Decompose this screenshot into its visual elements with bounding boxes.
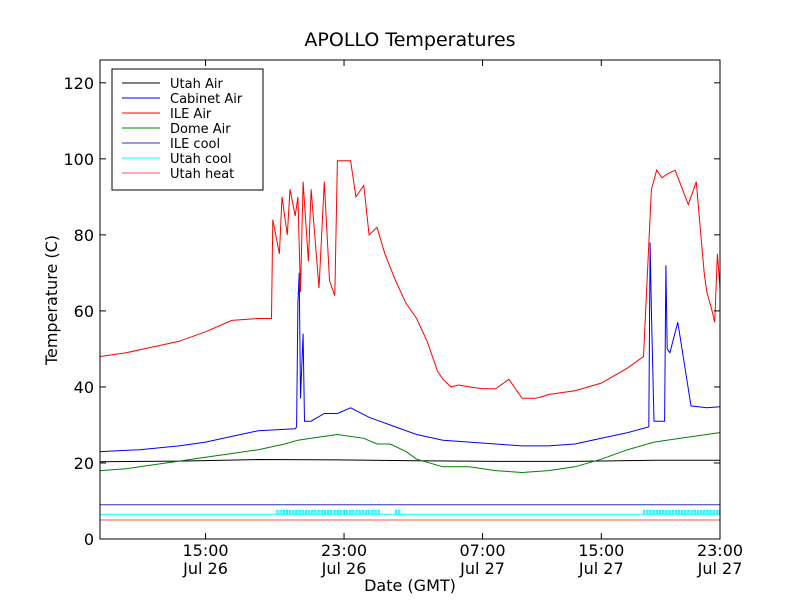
y-tick-label: 40 [74,378,94,397]
y-axis: 0 20 40 60 80 100 120 [63,74,720,549]
series-group [99,160,721,521]
x-axis-label: Date (GMT) [364,576,456,595]
x-tick-label-date: Jul 27 [578,559,624,578]
x-tick-label-time: 23:00 [697,541,743,560]
legend-label-ile-air: ILE Air [170,107,212,122]
y-axis-label: Temperature (C) [42,235,61,366]
legend-box [111,68,264,191]
series-pulses-utah-cool-2 [643,510,721,515]
y-tick-label: 0 [84,530,94,549]
x-tick-label-time: 23:00 [321,541,367,560]
y-tick-label: 100 [63,150,94,169]
x-tick-label-time: 07:00 [459,541,505,560]
y-tick-label: 60 [74,302,94,321]
y-tick-label: 20 [74,454,94,473]
series-line-dome-air [99,432,721,474]
x-tick-label-date: Jul 26 [182,559,228,578]
legend-label-utah-cool: Utah cool [170,152,232,167]
legend-label-utah-heat: Utah heat [170,167,234,182]
legend-label-dome-air: Dome Air [170,122,231,137]
chart-title: APOLLO Temperatures [304,29,515,51]
y-tick-label: 120 [63,74,94,93]
y-tick-label: 80 [74,226,94,245]
x-tick-label-date: Jul 27 [697,559,743,578]
legend-label-ile-cool: ILE cool [170,137,220,152]
x-tick-label-date: Jul 27 [459,559,505,578]
series-line-cabinet-air [99,242,721,453]
x-tick-label-time: 15:00 [182,541,228,560]
series-line-utah-air [99,458,720,463]
x-tick-label-date: Jul 26 [321,559,367,578]
legend-label-utah-air: Utah Air [170,77,223,92]
legend-label-cabinet-air: Cabinet Air [170,92,243,107]
plot-frame [99,59,721,540]
series-pulses-utah-cool-0 [276,510,380,515]
x-tick-label-time: 15:00 [578,541,624,560]
series-line-ile-air [99,160,721,399]
series-pulses-utah-cool-1 [395,510,401,515]
